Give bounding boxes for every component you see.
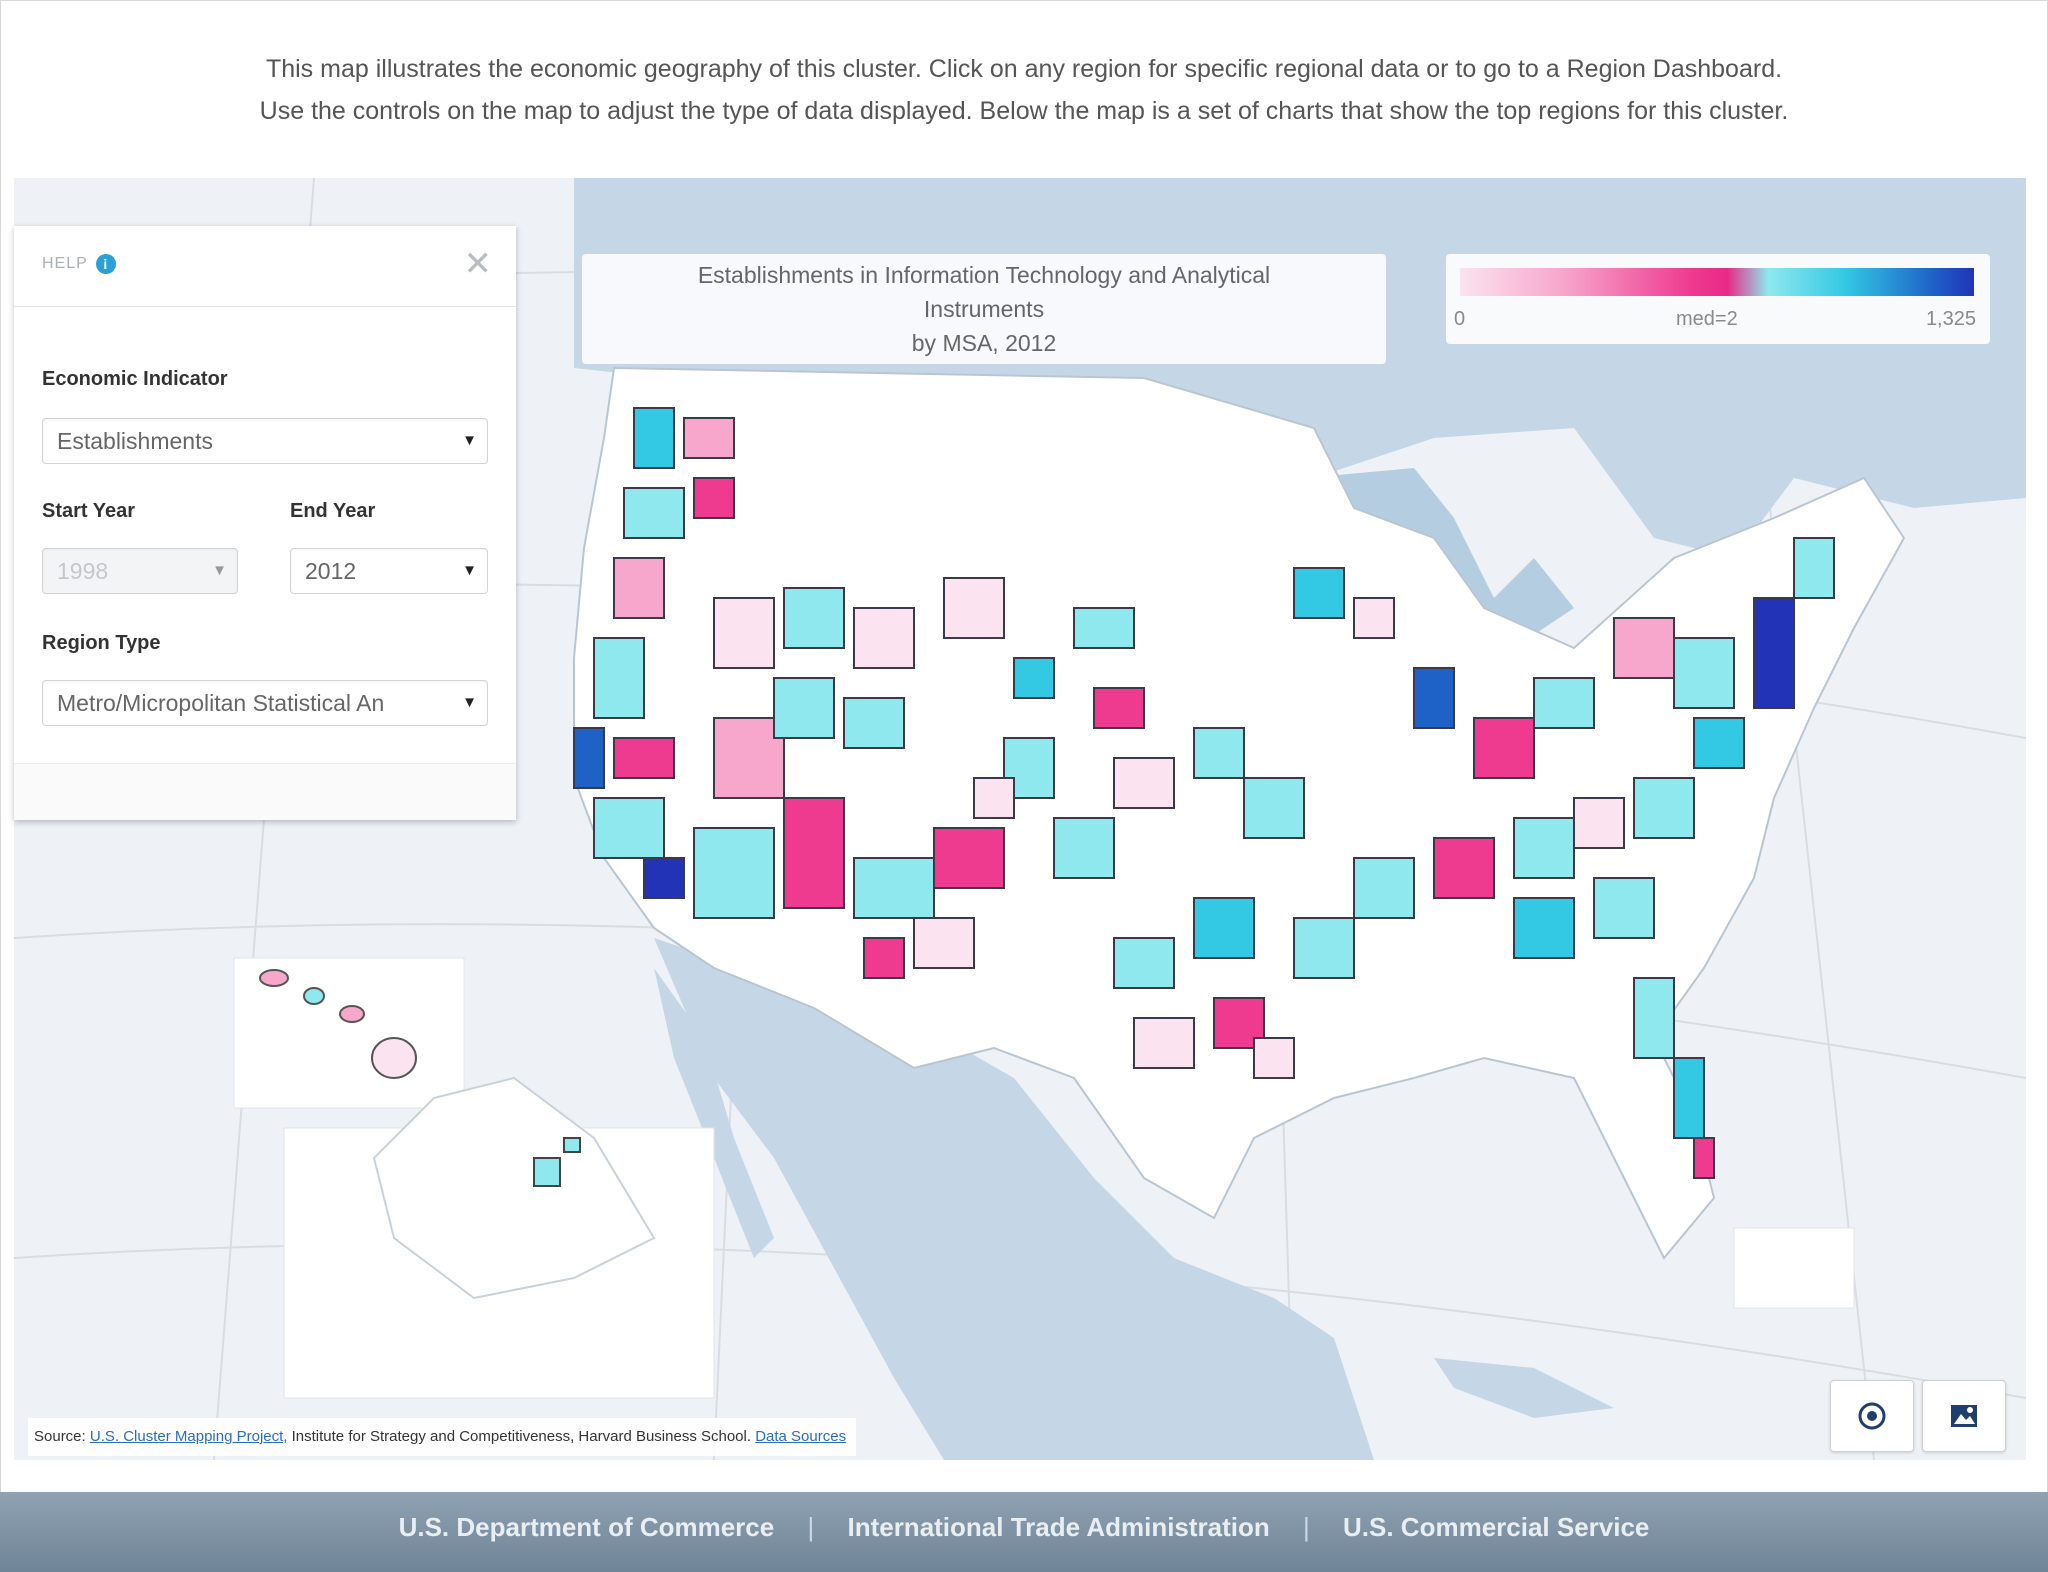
legend-median: med=2 [1676,308,1738,330]
source-attribution: Source: U.S. Cluster Mapping Project, In… [28,1418,857,1456]
info-icon: i [95,254,116,274]
usa-contiguous [573,366,1906,1260]
footer-commercial-service-link[interactable]: U.S. Commercial Service [1343,1512,1650,1542]
start-year-value: 1998 [57,558,109,584]
intro-text: This map illustrates the economic geogra… [150,48,1898,132]
panel-header: HELP i ✕ [14,226,516,307]
baja [654,968,774,1258]
start-year-select[interactable]: 1998 ▼ [42,548,238,594]
footer-separator: | [807,1512,815,1542]
mexico-region [654,938,1374,1460]
data-sources-link[interactable]: Data Sources [755,1428,847,1445]
close-icon[interactable]: ✕ [463,245,493,283]
map-title-line-3: by MSA, 2012 [911,330,1057,356]
source-prefix: Source: [34,1428,86,1445]
chevron-down-icon: ▼ [212,562,227,579]
end-year-label: End Year [290,500,376,522]
cuba [1434,1358,1614,1418]
source-middle: Institute for Strategy and Competitivene… [291,1428,752,1445]
intro-line-1: This map illustrates the economic geogra… [265,55,1783,83]
region-type-label: Region Type [42,632,161,654]
region-type-value: Metro/Micropolitan Statistical An [57,690,385,716]
end-year-select[interactable]: 2012 ▼ [290,548,488,594]
cluster-mapping-link[interactable]: U.S. Cluster Mapping Project, [89,1428,288,1445]
controls-panel: HELP i ✕ Economic Indicator Establishmen… [14,226,516,820]
image-export-icon [1951,1405,1977,1427]
legend-gradient [1460,268,1974,296]
puerto-rico-inset [1733,1227,1855,1309]
info-icon [1858,1402,1886,1430]
region-type-select[interactable]: Metro/Micropolitan Statistical An ▼ [42,680,488,726]
map-title: Establishments in Information Technology… [582,254,1386,364]
info-button[interactable] [1830,1380,1914,1452]
panel-footer [14,763,516,820]
map-title-line-2: Instruments [923,296,1045,322]
footer-ita-link[interactable]: International Trade Administration [847,1512,1270,1542]
indicator-label: Economic Indicator [42,368,228,390]
map-title-line-1: Establishments in Information Technology… [697,262,1271,288]
help-label: HELP [42,255,88,272]
color-legend: 0 med=2 1,325 [1446,254,1990,344]
export-image-button[interactable] [1922,1380,2006,1452]
chevron-down-icon: ▼ [462,694,477,711]
legend-max: 1,325 [1925,308,1976,330]
site-footer: U.S. Department of Commerce | Internatio… [0,1492,2048,1572]
start-year-label: Start Year [42,500,136,522]
footer-separator: | [1303,1512,1310,1542]
indicator-value: Establishments [57,428,213,454]
intro-line-2: Use the controls on the map to adjust th… [259,97,1789,125]
chevron-down-icon: ▼ [462,432,477,449]
footer-commerce-link[interactable]: U.S. Department of Commerce [398,1512,775,1542]
legend-min: 0 [1454,308,1466,330]
end-year-value: 2012 [305,558,357,584]
help-toggle[interactable]: HELP i [42,254,116,274]
chevron-down-icon: ▼ [462,562,477,579]
msa-regions [573,407,1835,1179]
indicator-select[interactable]: Establishments ▼ [42,418,488,464]
